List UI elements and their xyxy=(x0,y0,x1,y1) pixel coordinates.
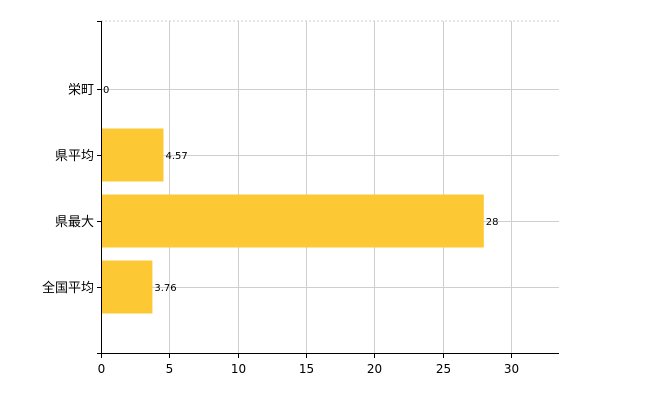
x-tick-label: 20 xyxy=(367,362,382,376)
bar xyxy=(102,260,153,314)
bar xyxy=(102,128,164,182)
bar xyxy=(102,194,484,248)
data-label: 4.57 xyxy=(165,151,187,162)
category-label: 県最大 xyxy=(55,215,94,230)
category-label: 全国平均 xyxy=(42,280,94,296)
x-tick-label: 0 xyxy=(98,362,106,376)
x-tick-label: 25 xyxy=(436,362,451,376)
data-label: 0 xyxy=(103,85,109,96)
x-tick-label: 5 xyxy=(166,362,174,376)
data-label: 3.76 xyxy=(154,283,176,294)
axis-layer xyxy=(97,21,559,358)
data-label: 28 xyxy=(486,217,499,228)
category-label: 栄町 xyxy=(68,83,94,98)
x-tick-label: 15 xyxy=(299,362,314,376)
category-label: 県平均 xyxy=(55,149,94,164)
grid-layer xyxy=(101,20,559,353)
x-tick-label: 10 xyxy=(231,362,246,376)
bar-layer xyxy=(102,128,484,314)
x-tick-label: 30 xyxy=(504,362,519,376)
